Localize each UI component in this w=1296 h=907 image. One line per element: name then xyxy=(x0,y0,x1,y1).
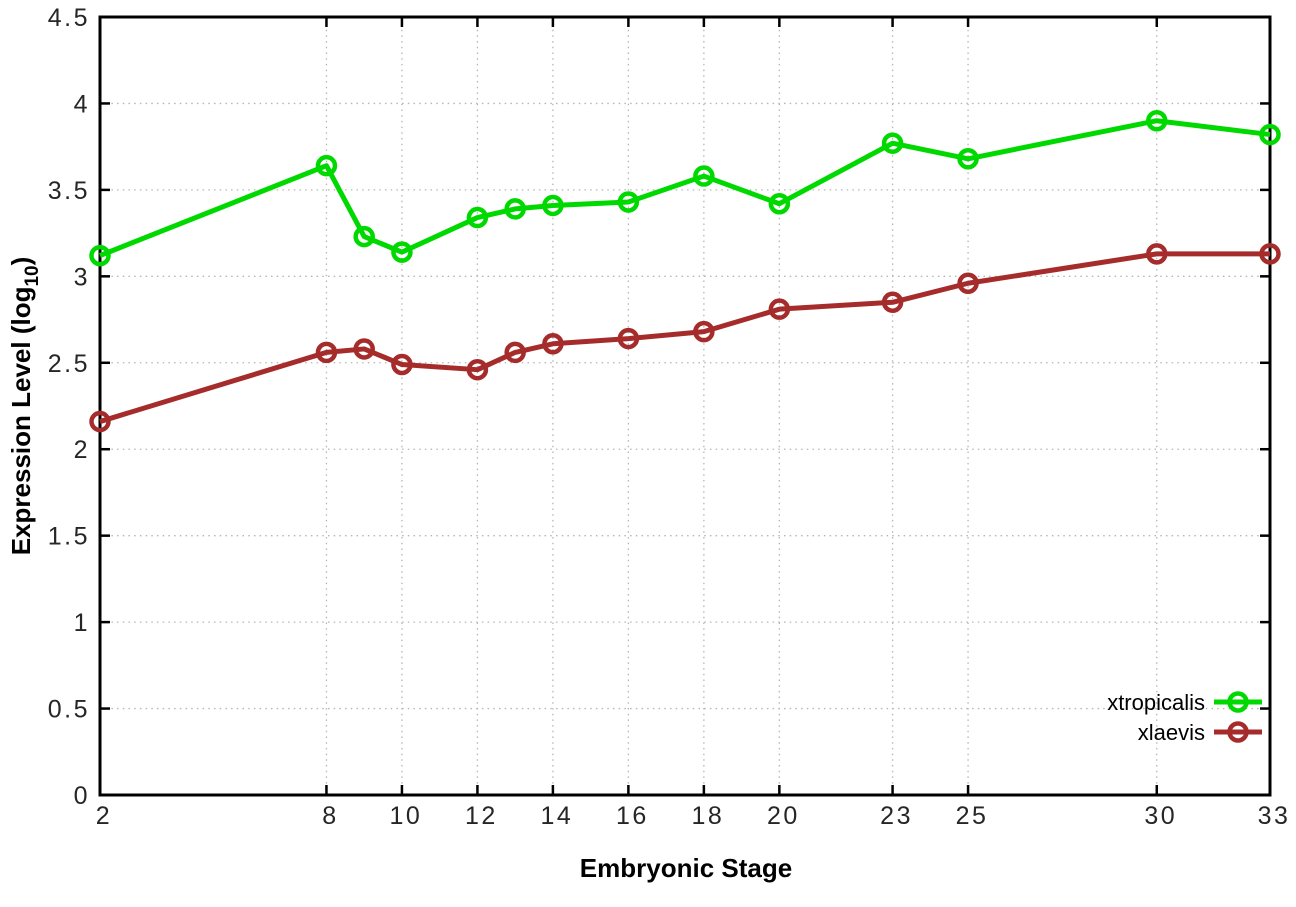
data-point-xtropicalis-30 xyxy=(1146,109,1168,132)
legend-label-xtropicalis: xtropicalis xyxy=(1107,690,1205,715)
y-tick-label: 1 xyxy=(74,609,90,637)
y-axis-title-main: Expression Level (log xyxy=(6,287,36,556)
data-point-xlaevis-8 xyxy=(315,341,338,364)
x-tick-label: 20 xyxy=(767,802,800,830)
x-tick-label: 25 xyxy=(956,802,989,830)
data-point-xlaevis-10 xyxy=(391,353,413,376)
x-tick-label: 8 xyxy=(322,802,338,830)
y-tick-label: 0 xyxy=(74,782,90,810)
data-point-xlaevis-12 xyxy=(466,358,489,381)
data-point-xtropicalis-8 xyxy=(315,154,338,177)
data-point-xtropicalis-20 xyxy=(768,192,791,215)
data-point-xlaevis-33 xyxy=(1259,243,1281,265)
data-point-xtropicalis-33 xyxy=(1259,123,1281,146)
data-point-xlaevis-18 xyxy=(693,320,715,343)
plot-border xyxy=(98,15,1272,797)
y-tick-label: 4 xyxy=(74,90,90,118)
x-tick-label: 33 xyxy=(1258,802,1291,830)
x-tick-label: 30 xyxy=(1144,802,1177,830)
data-point-xlaevis-14 xyxy=(542,333,564,355)
series-line-xlaevis xyxy=(99,251,1270,424)
ticks-layer: 2 8 10 12 14 16 18 20 23 25 30 33 0 0.5 1 1.5 2 2.5 3 3.5 4 4… xyxy=(48,4,1291,830)
data-point-xtropicalis-16 xyxy=(617,191,640,213)
legend-sample-marker-xlaevis xyxy=(1227,721,1249,743)
legend-sample-marker-xtropicalis xyxy=(1227,691,1249,713)
x-tick-label: 12 xyxy=(465,802,498,830)
x-tick-label: 14 xyxy=(540,802,573,830)
data-point-xlaevis-13 xyxy=(504,341,526,364)
data-point-xlaevis-23 xyxy=(881,291,904,314)
y-tick-label: 0.5 xyxy=(48,696,90,724)
data-point-xlaevis-16 xyxy=(617,327,640,350)
x-tick-label: 18 xyxy=(691,802,724,830)
data-point-xlaevis-2 xyxy=(89,410,111,433)
y-tick-label: 3.5 xyxy=(48,177,90,205)
x-tick-label: 10 xyxy=(390,802,423,830)
y-tick-label: 2 xyxy=(74,436,90,464)
data-point-xtropicalis-2 xyxy=(89,244,111,267)
legend-label-xlaevis: xlaevis xyxy=(1138,720,1205,745)
data-point-xlaevis-30 xyxy=(1146,243,1168,265)
data-point-xlaevis-20 xyxy=(768,298,791,320)
legend-marker-layer xyxy=(1214,691,1262,743)
data-point-xtropicalis-12 xyxy=(466,206,489,229)
data-point-xtropicalis-9 xyxy=(353,225,375,248)
x-tick-label: 16 xyxy=(616,802,649,830)
y-tick-label: 1.5 xyxy=(48,523,90,551)
y-tick-label: 3 xyxy=(74,263,90,291)
data-point-xtropicalis-10 xyxy=(391,241,413,263)
y-axis-title-close: ) xyxy=(6,257,36,266)
data-point-xtropicalis-23 xyxy=(881,132,904,154)
y-tick-label: 4.5 xyxy=(48,4,90,32)
y-tick-label: 2.5 xyxy=(48,350,90,378)
x-tick-label: 2 xyxy=(96,802,112,830)
x-tick-label: 23 xyxy=(880,802,913,830)
data-point-xtropicalis-14 xyxy=(542,194,564,217)
data-point-xlaevis-25 xyxy=(957,272,979,294)
data-point-xtropicalis-25 xyxy=(957,148,979,170)
data-point-xlaevis-9 xyxy=(353,338,375,360)
y-axis-title: Expression Level (log10) xyxy=(6,257,43,556)
series-layer xyxy=(89,109,1281,433)
x-axis-title: Embryonic Stage xyxy=(580,853,792,883)
y-axis-title-subscript: 10 xyxy=(22,265,43,286)
data-point-xtropicalis-13 xyxy=(504,198,526,220)
data-point-xtropicalis-18 xyxy=(693,165,715,187)
series-line-xtropicalis xyxy=(99,118,1271,258)
